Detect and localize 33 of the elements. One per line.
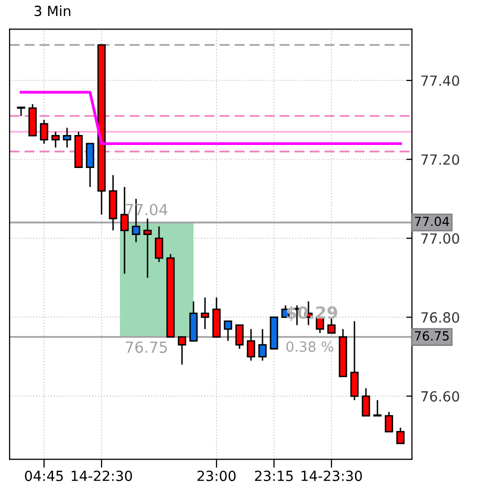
ref-line-label: 76.75	[414, 331, 449, 341]
candlestick	[246, 328, 256, 362]
candlestick	[258, 328, 267, 362]
y-tick-label: 76.60	[421, 391, 460, 402]
candlestick	[143, 218, 152, 278]
candlestick	[40, 119, 48, 144]
candlestick	[51, 131, 60, 148]
candlestick	[178, 336, 186, 366]
y-tick-label: 76.80	[421, 312, 460, 323]
x-tick-label: 23:00	[198, 470, 236, 482]
annotation: 0.38 %	[286, 341, 334, 352]
candlestick	[350, 320, 359, 401]
candlestick	[396, 427, 405, 444]
candlestick	[373, 399, 382, 417]
annotation: 76.75	[126, 341, 167, 353]
x-tick-label: 04:45	[24, 470, 63, 482]
x-tick-label: 14-22:30	[72, 470, 132, 482]
candlestick	[86, 142, 94, 188]
candlestick	[154, 226, 164, 263]
chart-title: 3 Min	[34, 5, 70, 16]
candlestick	[16, 106, 26, 117]
x-tick-label: 23:15	[254, 470, 293, 482]
y-tick-label: 77.00	[421, 233, 460, 244]
y-tick-label: 77.40	[421, 75, 460, 86]
x-tick-label: 14-23:30	[302, 470, 362, 482]
candlestick	[362, 388, 370, 417]
y-tick-label: 77.20	[421, 154, 460, 165]
ref-line-label: 77.04	[414, 216, 450, 226]
candlestick	[200, 296, 210, 330]
candlestick	[384, 411, 394, 432]
candlestick	[62, 127, 72, 148]
candlestick	[235, 324, 244, 350]
candlestick	[224, 320, 232, 342]
